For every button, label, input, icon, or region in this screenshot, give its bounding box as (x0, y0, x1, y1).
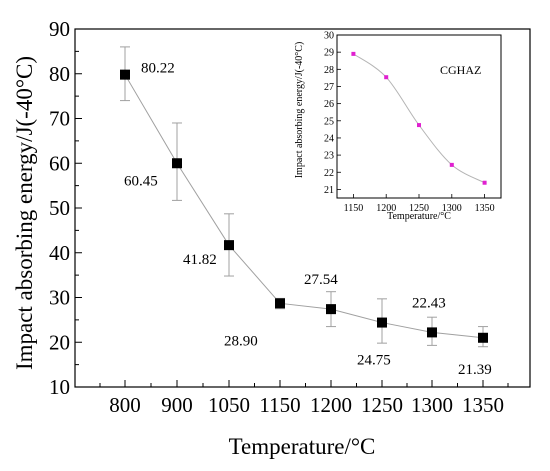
main-series: 80.22 60.45 41.82 28.90 27.54 24.75 22.43 21.39 (120, 46, 492, 378)
x-tick-label: 1200 (310, 393, 352, 417)
inset-y-tick-label: 26 (324, 99, 334, 110)
data-point (120, 69, 130, 80)
inset-plot-frame (336, 34, 502, 199)
data-label: 80.22 (141, 61, 175, 77)
data-label: 22.43 (412, 295, 446, 311)
y-tick-label: 20 (49, 330, 70, 354)
inset-data-point (482, 180, 487, 185)
y-axis-title: Impact absorbing energy/J(-40°C) (12, 56, 37, 370)
inset-y-tick-label: 24 (324, 133, 334, 144)
data-label: 24.75 (357, 353, 391, 369)
x-tick-label: 1050 (208, 393, 250, 417)
y-tick-label: 10 (49, 375, 70, 399)
inset-y-tick-label: 27 (324, 82, 334, 93)
x-tick-label: 1150 (259, 393, 300, 417)
inset-y-tick-label: 28 (324, 65, 334, 76)
inset-y-tick-label: 22 (324, 168, 334, 179)
data-label: 27.54 (304, 272, 338, 288)
y-tick-label: 50 (49, 196, 70, 220)
inset-x-tick-label: 1300 (442, 203, 462, 214)
inset-axes: 21 22 23 24 25 26 27 28 29 30 1150 1200 1250 1300 1350 (324, 31, 502, 214)
inset-series (351, 51, 487, 185)
inset-data-point (417, 123, 421, 128)
series-line (124, 74, 484, 339)
y-tick-label: 70 (49, 107, 70, 131)
data-label: 28.90 (224, 333, 258, 349)
inset-annotation: CGHAZ (440, 63, 481, 77)
data-point (172, 158, 182, 169)
inset-y-tick-label: 29 (324, 48, 334, 59)
data-label: 21.39 (458, 362, 492, 378)
inset-y-axis-title: Impact absorbing energy/J(-40°C) (294, 42, 305, 179)
data-label: 60.45 (124, 173, 158, 189)
y-tick-label: 40 (49, 241, 70, 265)
x-tick-label: 1350 (462, 393, 504, 417)
inset-x-tick-label: 1150 (344, 203, 364, 214)
data-point (224, 240, 234, 251)
main-axes: 10 20 30 40 50 60 70 80 90 800 900 1050 1150 1200 1250… (49, 17, 531, 417)
y-tick-label: 60 (49, 151, 70, 175)
inset-x-axis-title: Temperature/°C (387, 211, 451, 222)
x-axis-title: Temperature/°C (229, 434, 376, 459)
inset-y-tick-label: 30 (324, 31, 334, 42)
x-tick-label: 900 (161, 393, 193, 417)
data-point (478, 332, 488, 343)
inset-data-point (449, 162, 454, 167)
inset-y-tick-label: 25 (324, 116, 334, 127)
data-point (377, 317, 387, 328)
data-point (275, 298, 285, 309)
x-tick-label: 1300 (411, 393, 453, 417)
x-tick-label: 800 (109, 393, 141, 417)
y-tick-label: 80 (49, 62, 70, 86)
y-tick-label: 90 (49, 17, 70, 41)
data-point (326, 304, 336, 315)
inset-data-point (351, 51, 356, 56)
inset-y-tick-label: 21 (324, 185, 334, 196)
x-tick-label: 1250 (361, 393, 403, 417)
inset-data-point (384, 75, 389, 80)
inset-x-tick-label: 1200 (376, 203, 396, 214)
data-point (427, 327, 437, 338)
inset-x-tick-label: 1250 (409, 203, 429, 214)
inset-y-tick-label: 23 (324, 151, 334, 162)
y-tick-label: 30 (49, 286, 70, 310)
inset-x-tick-label: 1350 (475, 203, 495, 214)
data-label: 41.82 (183, 252, 217, 268)
inset-chart: 21 22 23 24 25 26 27 28 29 30 1150 1200 1250 1300 1350… (294, 31, 502, 222)
